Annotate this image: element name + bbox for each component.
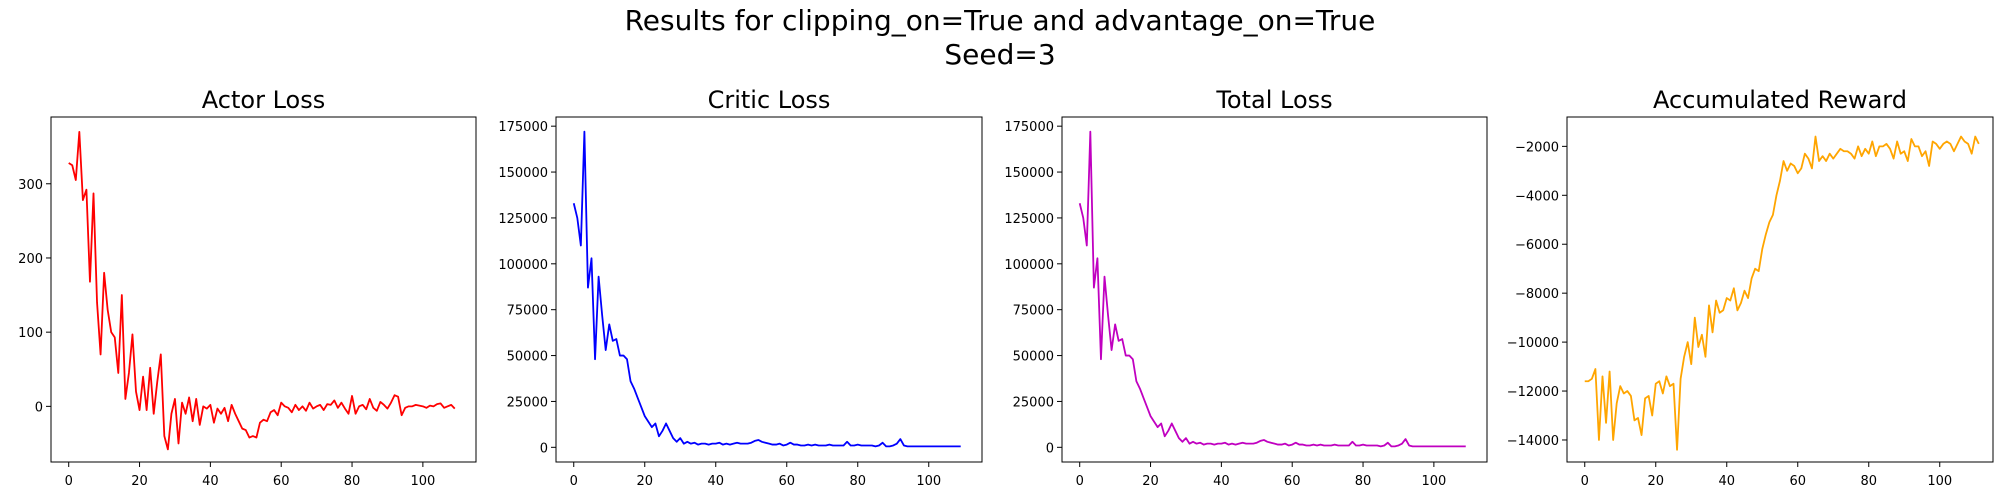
y-tick-label: 150000 (498, 166, 548, 181)
x-tick-label: 40 (1718, 474, 1735, 489)
subplot-title: Accumulated Reward (1653, 86, 1907, 114)
x-tick-label: 0 (1076, 474, 1084, 489)
y-tick-label: 100 (18, 326, 43, 341)
x-tick-label: 20 (636, 474, 653, 489)
figure-suptitle: Results for clipping_on=True and advanta… (0, 4, 2000, 72)
suptitle-line-2: Seed=3 (944, 38, 1056, 71)
subplot-title: Actor Loss (202, 86, 325, 114)
x-tick-label: 60 (1789, 474, 1806, 489)
x-tick-label: 80 (1860, 474, 1877, 489)
subplot-4: Accumulated Reward 0 20 40 60 80 100 −14000 −120… (1507, 86, 1994, 489)
x-tick-label: 100 (410, 474, 435, 489)
y-tick-label: −8000 (1515, 287, 1559, 302)
x-tick-label: 20 (131, 474, 148, 489)
y-tick-label: 100000 (1004, 258, 1054, 273)
y-tick-label: 200 (18, 252, 43, 267)
x-tick-label: 60 (273, 474, 290, 489)
y-tick-label: 0 (540, 441, 548, 456)
x-tick-label: 0 (65, 474, 73, 489)
y-tick-label: 50000 (1013, 350, 1054, 365)
y-tick-label: 125000 (1004, 212, 1054, 227)
x-tick-label: 100 (1421, 474, 1446, 489)
subplot-2: Critic Loss 0 20 40 60 80 100 0 25000 50000 75000 1… (498, 86, 983, 489)
subplot-title: Total Loss (1215, 86, 1332, 114)
y-tick-label: 100000 (498, 258, 548, 273)
y-tick-label: −14000 (1507, 434, 1559, 449)
axes-frame (1061, 116, 1488, 463)
y-tick-label: 0 (35, 400, 43, 415)
y-tick-label: −2000 (1515, 140, 1559, 155)
y-tick-label: 175000 (498, 120, 548, 135)
y-tick-label: 75000 (507, 304, 548, 319)
series-line (1584, 135, 1980, 451)
x-tick-label: 100 (1927, 474, 1952, 489)
y-tick-label: 50000 (507, 350, 548, 365)
subplot-1: Actor Loss 0 20 40 60 80 100 0 100 200 300 (18, 86, 477, 489)
suptitle-line-1: Results for clipping_on=True and advanta… (624, 4, 1376, 37)
x-tick-label: 80 (849, 474, 866, 489)
y-tick-label: 25000 (507, 395, 548, 410)
x-tick-label: 80 (1355, 474, 1372, 489)
series-line (572, 130, 961, 448)
subplot-3: Total Loss 0 20 40 60 80 100 0 25000 50000 75000 10… (1004, 86, 1488, 489)
x-tick-label: 80 (344, 474, 361, 489)
series-line (1078, 130, 1466, 448)
series-line (68, 130, 456, 451)
y-tick-label: −6000 (1515, 238, 1559, 253)
axes-frame (50, 116, 477, 463)
y-tick-label: −12000 (1507, 385, 1559, 400)
x-tick-label: 0 (570, 474, 578, 489)
x-tick-label: 20 (1142, 474, 1159, 489)
x-tick-label: 20 (1647, 474, 1664, 489)
y-tick-label: 0 (1046, 441, 1054, 456)
x-tick-label: 100 (916, 474, 941, 489)
x-tick-label: 40 (202, 474, 219, 489)
axes-frame (555, 116, 983, 463)
y-tick-label: 300 (18, 178, 43, 193)
x-tick-label: 60 (778, 474, 795, 489)
x-tick-label: 40 (707, 474, 724, 489)
subplot-title: Critic Loss (708, 86, 831, 114)
y-tick-label: 175000 (1004, 120, 1054, 135)
x-tick-label: 0 (1581, 474, 1589, 489)
y-tick-label: 150000 (1004, 166, 1054, 181)
y-tick-label: 75000 (1013, 304, 1054, 319)
x-tick-label: 40 (1213, 474, 1230, 489)
y-tick-label: 25000 (1013, 395, 1054, 410)
axes-frame (1566, 116, 1994, 463)
x-tick-label: 60 (1284, 474, 1301, 489)
y-tick-label: −10000 (1507, 336, 1559, 351)
y-tick-label: −4000 (1515, 189, 1559, 204)
y-tick-label: 125000 (498, 212, 548, 227)
